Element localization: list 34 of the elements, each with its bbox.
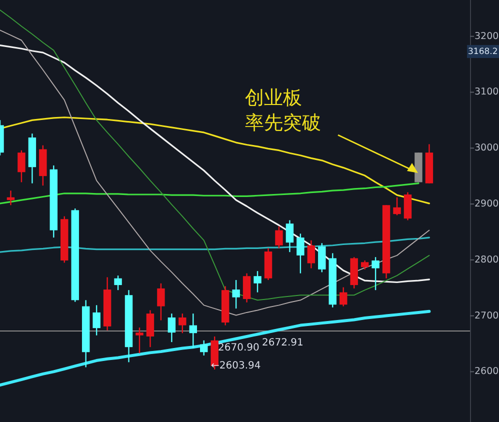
line-series xyxy=(0,44,430,284)
candlestick xyxy=(372,256,380,291)
y-tick-label: 2700 xyxy=(474,310,499,322)
candlestick xyxy=(114,274,122,291)
y-tick-label: 3100 xyxy=(474,86,499,98)
candlestick xyxy=(339,286,348,307)
line-series xyxy=(0,182,420,204)
candlestick xyxy=(275,226,283,249)
candlestick xyxy=(189,312,198,349)
annotation: 2670.90 xyxy=(218,342,260,354)
annotation: 创业板率先突破 xyxy=(245,87,321,134)
candlestick xyxy=(136,326,144,354)
y-tick-label: 2800 xyxy=(474,254,499,266)
y-tick-label: 3200 xyxy=(474,30,499,42)
candlestick xyxy=(307,240,316,269)
candlestick xyxy=(393,196,401,216)
candlestick xyxy=(296,233,304,274)
annotation: 2672.91 xyxy=(262,338,304,348)
candlestick xyxy=(92,304,100,336)
y-tick-label: 2900 xyxy=(474,198,499,210)
candlestick xyxy=(286,220,294,253)
y-tick-label: 3000 xyxy=(474,142,499,154)
candlestick xyxy=(254,270,262,293)
line-series xyxy=(0,310,431,387)
candlestick xyxy=(232,279,240,310)
candlestick xyxy=(178,312,186,334)
y-tick-label: 2600 xyxy=(474,366,499,378)
candlestick xyxy=(18,150,26,183)
candlestick xyxy=(318,242,326,273)
candlestick xyxy=(168,312,176,343)
candlestick xyxy=(242,272,251,303)
candlestick xyxy=(146,310,154,348)
candlestick xyxy=(200,340,208,356)
candlestick xyxy=(157,282,165,321)
